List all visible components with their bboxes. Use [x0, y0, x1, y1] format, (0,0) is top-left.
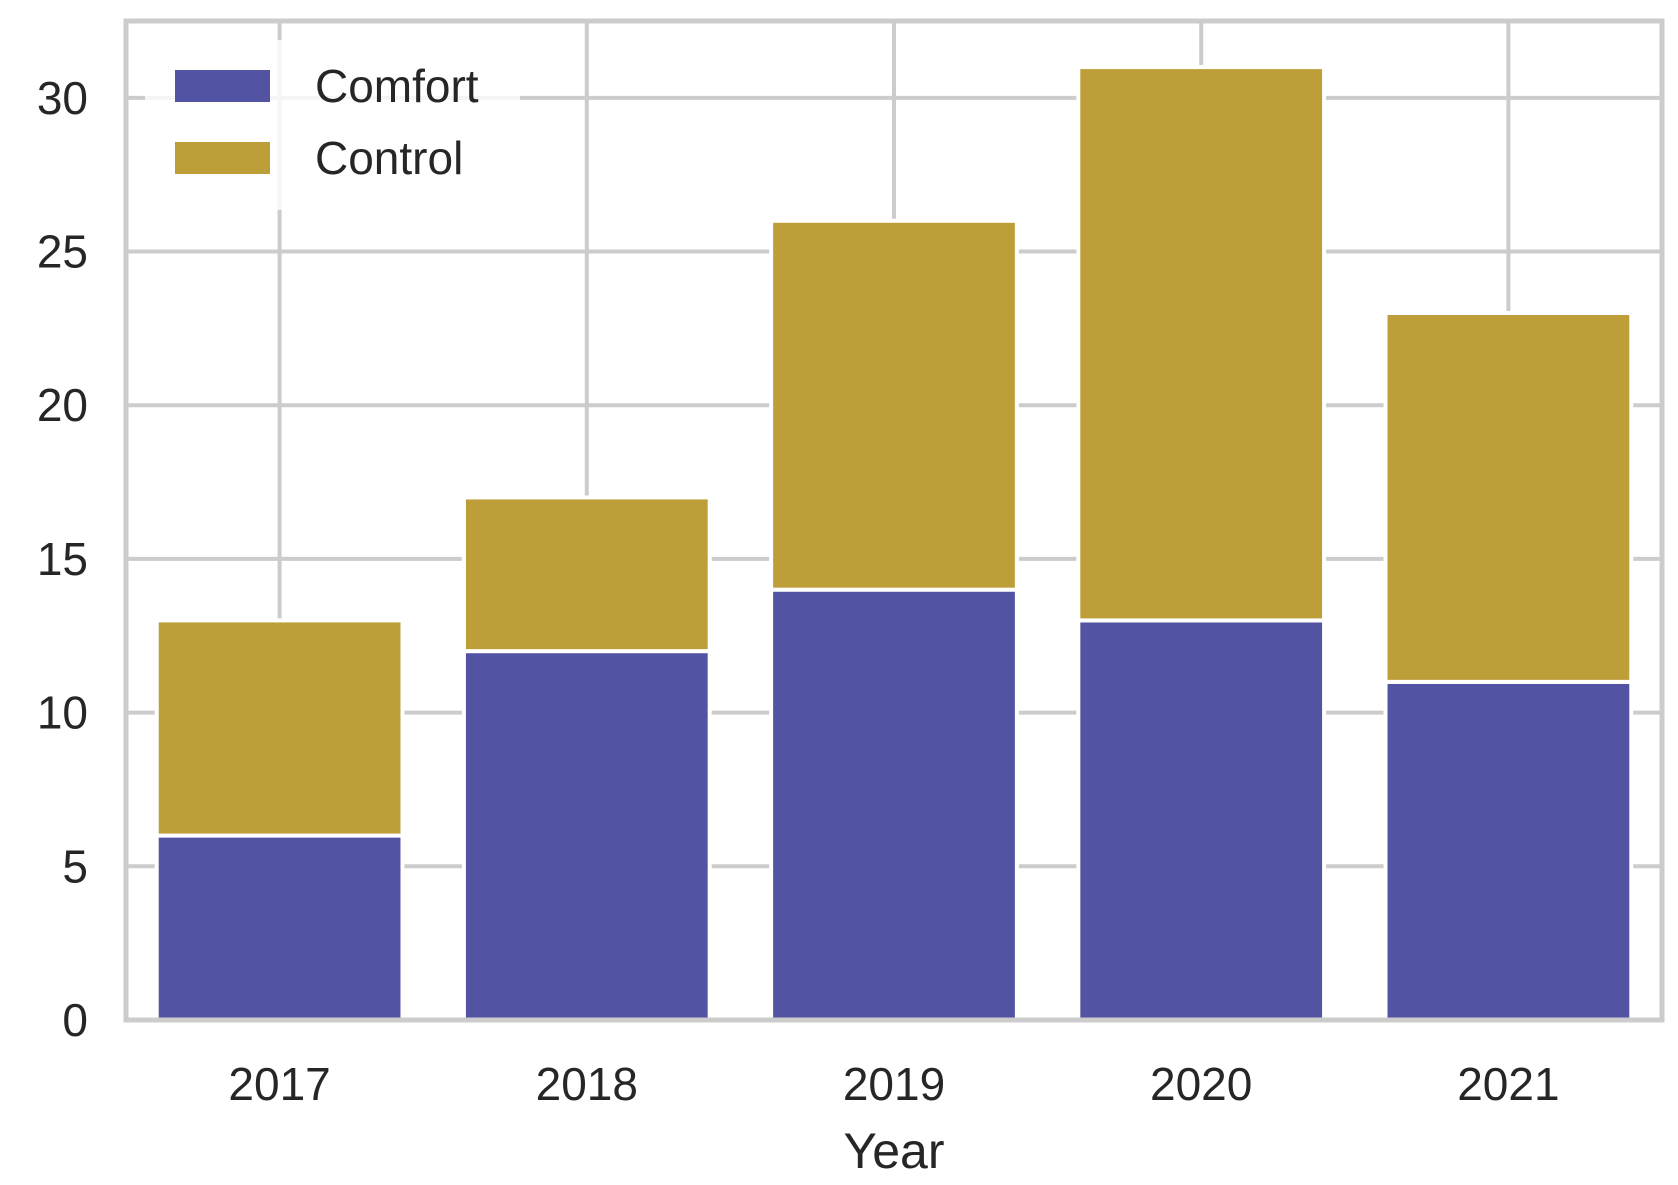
- bar-comfort-2020: [1076, 618, 1327, 1023]
- bar-comfort-2019: [769, 587, 1019, 1023]
- x-tick-labels: 2017 2018 2019 2020 2021: [228, 1058, 1559, 1110]
- y-tick-labels: 0 5 10 15 20 25 30: [37, 72, 88, 1046]
- legend-label-comfort: Comfort: [315, 60, 479, 112]
- bars: [154, 65, 1634, 1023]
- legend-swatch-control: [175, 142, 270, 174]
- bar-control-2020: [1076, 65, 1327, 623]
- bar-control-2017: [154, 618, 405, 838]
- y-tick-label-30: 30: [37, 72, 88, 124]
- y-tick-label-20: 20: [37, 379, 88, 431]
- x-tick-label-2017: 2017: [228, 1058, 330, 1110]
- legend: Comfort Control: [145, 40, 520, 210]
- bar-comfort-2017: [154, 833, 405, 1022]
- bar-comfort-2018: [461, 649, 712, 1023]
- y-tick-label-5: 5: [62, 840, 88, 892]
- bar-control-2021: [1383, 311, 1634, 684]
- x-axis-title: Year: [843, 1123, 944, 1179]
- bar-control-2018: [461, 495, 712, 654]
- legend-label-control: Control: [315, 132, 463, 184]
- x-tick-label-2021: 2021: [1457, 1058, 1559, 1110]
- x-tick-label-2020: 2020: [1150, 1058, 1252, 1110]
- y-tick-label-10: 10: [37, 687, 88, 739]
- legend-swatch-comfort: [175, 70, 270, 102]
- plot-frame: [123, 18, 1665, 1023]
- legend-background: [145, 40, 520, 210]
- bar-comfort-2021: [1383, 679, 1634, 1023]
- y-tick-label-25: 25: [37, 226, 88, 278]
- x-tick-label-2019: 2019: [843, 1058, 945, 1110]
- y-tick-label-0: 0: [62, 994, 88, 1046]
- x-tick-label-2018: 2018: [536, 1058, 638, 1110]
- bar-control-2019: [769, 218, 1019, 592]
- y-tick-label-15: 15: [37, 533, 88, 585]
